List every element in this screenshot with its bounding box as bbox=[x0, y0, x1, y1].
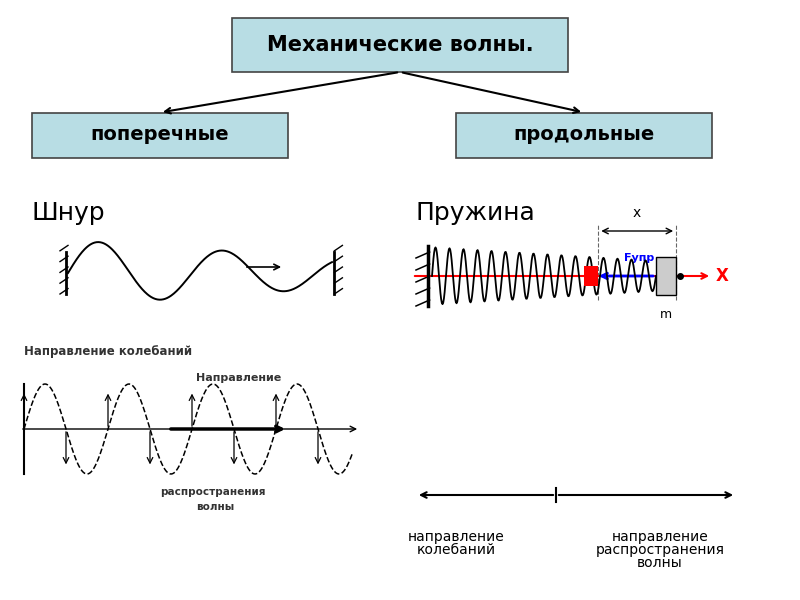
FancyBboxPatch shape bbox=[232, 18, 568, 72]
Text: X: X bbox=[716, 267, 729, 285]
Text: x: x bbox=[633, 206, 642, 220]
Text: Fупр: Fупр bbox=[624, 253, 654, 263]
Text: Шнур: Шнур bbox=[32, 201, 106, 225]
Text: направление: направление bbox=[612, 530, 708, 544]
FancyBboxPatch shape bbox=[584, 266, 598, 286]
Text: волны: волны bbox=[637, 556, 683, 571]
Text: Направление колебаний: Направление колебаний bbox=[24, 344, 192, 358]
FancyBboxPatch shape bbox=[656, 257, 676, 295]
Text: колебаний: колебаний bbox=[417, 543, 495, 557]
Text: Направление: Направление bbox=[196, 373, 282, 383]
Text: распространения: распространения bbox=[160, 487, 266, 497]
Text: m: m bbox=[660, 307, 672, 320]
Text: Пружина: Пружина bbox=[416, 201, 536, 225]
Text: продольные: продольные bbox=[514, 125, 654, 145]
Text: распространения: распространения bbox=[595, 543, 725, 557]
Text: направление: направление bbox=[408, 530, 504, 544]
FancyBboxPatch shape bbox=[32, 113, 288, 157]
FancyBboxPatch shape bbox=[456, 113, 712, 157]
Text: поперечные: поперечные bbox=[90, 125, 230, 145]
Text: Механические волны.: Механические волны. bbox=[266, 35, 534, 55]
Text: волны: волны bbox=[196, 502, 234, 512]
